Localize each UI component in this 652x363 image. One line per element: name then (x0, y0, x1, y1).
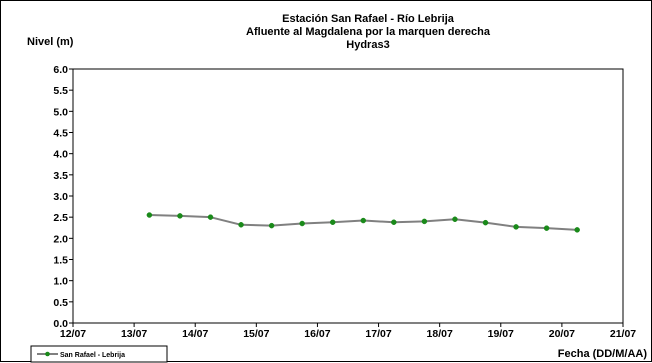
y-tick-label: 3.5 (53, 170, 68, 182)
y-axis-label: Nivel (m) (27, 36, 74, 48)
y-tick-label: 1.0 (53, 276, 68, 288)
data-point (299, 220, 305, 227)
chart-title-line-2: Afluente al Magdalena por la marquen der… (246, 26, 491, 38)
x-tick-label: 17/07 (365, 328, 391, 340)
x-tick-label: 16/07 (304, 328, 330, 340)
x-tick-label: 20/07 (549, 328, 575, 340)
y-tick-label: 0.0 (53, 318, 68, 330)
y-tick-label: 0.5 (53, 297, 68, 309)
data-point (146, 212, 153, 218)
y-tick-label: 1.5 (53, 255, 68, 267)
chart-title-line-1: Estación San Rafael - Río Lebrija (282, 13, 455, 25)
y-tick-label: 6.0 (53, 64, 68, 76)
tick-labels: 0.0 0.5 1.0 1.5 2.0 2.5 3.0 3.5 4.0 4.5 5.0 5.5 6.0 1… (53, 64, 636, 340)
data-point (452, 216, 458, 223)
data-point (329, 219, 336, 225)
data-point (268, 222, 275, 229)
y-tick-label: 3.0 (53, 191, 68, 203)
legend-marker (45, 351, 50, 357)
x-tick-label: 21/07 (610, 328, 636, 340)
x-axis-label: Fecha (DD/M/AA) (558, 348, 648, 360)
y-tick-label: 4.0 (53, 149, 68, 161)
data-point (391, 219, 397, 225)
data-point (482, 219, 489, 226)
chart-title-line-3: Hydras3 (346, 39, 389, 51)
x-tick-label: 15/07 (243, 328, 269, 340)
x-tick-label: 19/07 (488, 328, 514, 340)
plot-area (72, 68, 624, 324)
chart-title: Estación San Rafael - Río Lebrija Afluen… (246, 13, 491, 51)
axes (69, 68, 624, 327)
data-point (574, 227, 580, 233)
x-tick-label: 18/07 (427, 328, 453, 340)
data-point (207, 214, 214, 220)
x-tick-label: 14/07 (182, 328, 208, 340)
y-tick-label: 2.0 (53, 233, 68, 245)
legend-label: San Rafael - Lebrija (60, 352, 125, 359)
legend: San Rafael - Lebrija (30, 345, 168, 363)
data-series (146, 212, 580, 233)
y-tick-label: 2.5 (53, 212, 68, 224)
x-tick-label: 12/07 (60, 328, 86, 340)
data-point (177, 213, 183, 219)
y-tick-label: 4.5 (53, 128, 68, 140)
y-tick-label: 5.0 (53, 106, 68, 118)
y-tick-label: 5.5 (53, 85, 68, 97)
data-point (238, 222, 244, 228)
data-point (513, 224, 519, 230)
x-tick-label: 13/07 (121, 328, 147, 340)
data-point (421, 218, 428, 225)
data-point (360, 217, 367, 224)
data-point (543, 225, 550, 231)
